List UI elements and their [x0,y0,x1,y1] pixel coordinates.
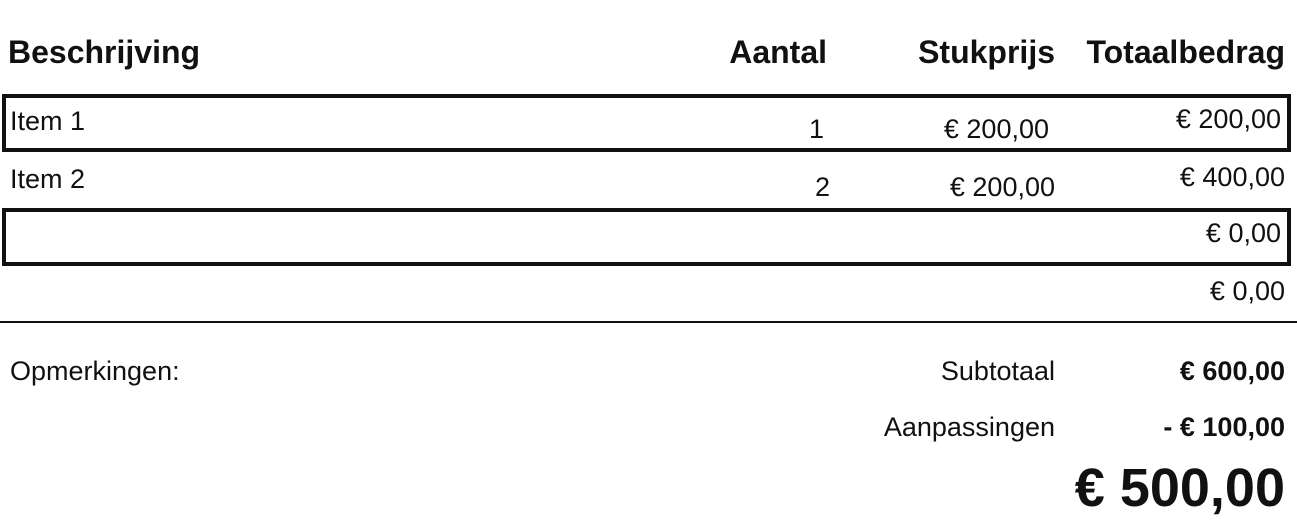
adjustments-label: Aanpassingen [883,412,1055,442]
row-quantity[interactable]: 2 [814,172,830,202]
header-quantity: Aantal [729,34,827,70]
table-row[interactable]: Item 2 2 € 200,00 € 400,00 [0,152,1297,210]
grand-total: € 500,00 [1074,458,1285,518]
notes-label: Opmerkingen: [10,356,180,386]
row-total: € 200,00 [1175,104,1281,134]
table-row[interactable]: € 0,00 [2,208,1291,266]
row-description[interactable]: Item 2 [10,164,86,194]
table-row[interactable]: € 0,00 [0,266,1297,324]
row-total: € 400,00 [1179,162,1285,192]
adjustments-value: - € 100,00 [1163,412,1285,442]
subtotal-label: Subtotaal [940,356,1055,386]
table-row[interactable]: Item 1 1 € 200,00 € 200,00 [2,94,1291,152]
table-divider [0,321,1297,323]
subtotal-value: € 600,00 [1179,356,1285,386]
row-unit-price[interactable]: € 200,00 [949,172,1055,202]
row-description[interactable]: Item 1 [10,106,86,136]
row-total: € 0,00 [1209,276,1285,306]
row-unit-price[interactable]: € 200,00 [943,114,1049,144]
header-description: Beschrijving [8,34,201,70]
header-total: Totaalbedrag [1086,34,1285,70]
table-header: Beschrijving Aantal Stukprijs Totaalbedr… [0,28,1297,76]
row-total: € 0,00 [1205,218,1281,248]
header-unit-price: Stukprijs [918,34,1055,70]
row-quantity[interactable]: 1 [808,114,824,144]
